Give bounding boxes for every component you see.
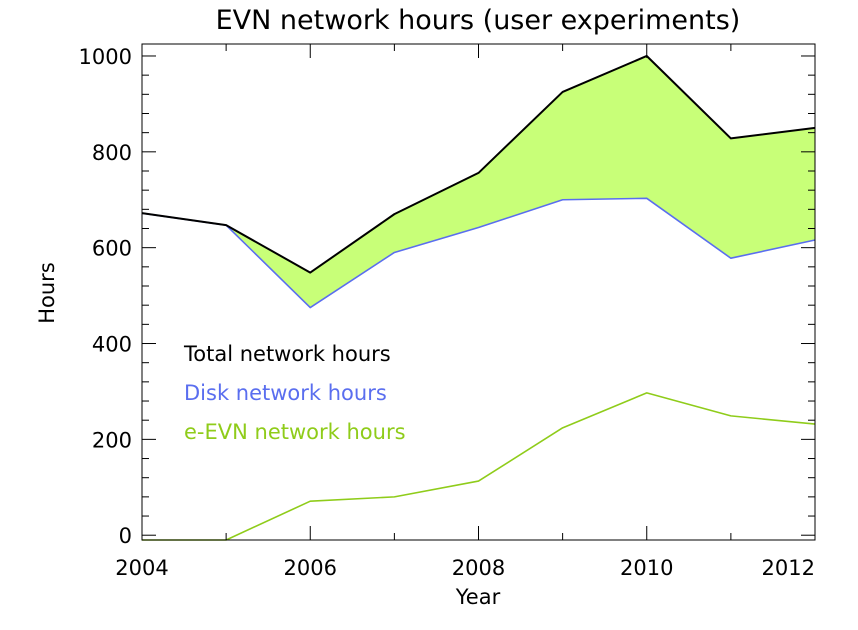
y-tick-label: 0 <box>119 524 132 548</box>
legend-item-total: Total network hours <box>183 342 391 366</box>
y-axis-label: Hours <box>35 262 59 324</box>
fill-band <box>142 55 815 308</box>
series-total-line <box>141 54 816 274</box>
y-tick-label: 200 <box>92 428 132 452</box>
x-tick-label: 2004 <box>115 556 168 580</box>
area-between-total-and-disk <box>142 55 815 308</box>
series-disk-line <box>141 197 816 309</box>
x-axis-label: Year <box>455 585 501 609</box>
legend-item-disk: Disk network hours <box>184 381 387 405</box>
plot-frame <box>141 43 816 541</box>
legend: Total network hours Disk network hours e… <box>183 342 406 444</box>
x-tick-label: 2012 <box>762 556 815 580</box>
axis-ticks <box>141 44 816 540</box>
legend-item-eevn: e-EVN network hours <box>184 420 406 444</box>
plot-border <box>141 43 816 541</box>
y-tick-label: 800 <box>92 141 132 165</box>
y-tick-label: 600 <box>92 237 132 261</box>
chart-title: EVN network hours (user experiments) <box>216 5 741 36</box>
x-tick-label: 2006 <box>284 556 337 580</box>
series-lines <box>141 54 816 541</box>
series-eevn-line <box>142 392 816 541</box>
x-tick-label: 2008 <box>452 556 505 580</box>
x-tick-label: 2010 <box>620 556 673 580</box>
y-tick-label: 1000 <box>79 45 132 69</box>
axis-tick-labels: 0 200 400 600 800 1000 2004 2006 2008 2010 2012 <box>79 45 815 580</box>
y-tick-label: 400 <box>92 333 132 357</box>
